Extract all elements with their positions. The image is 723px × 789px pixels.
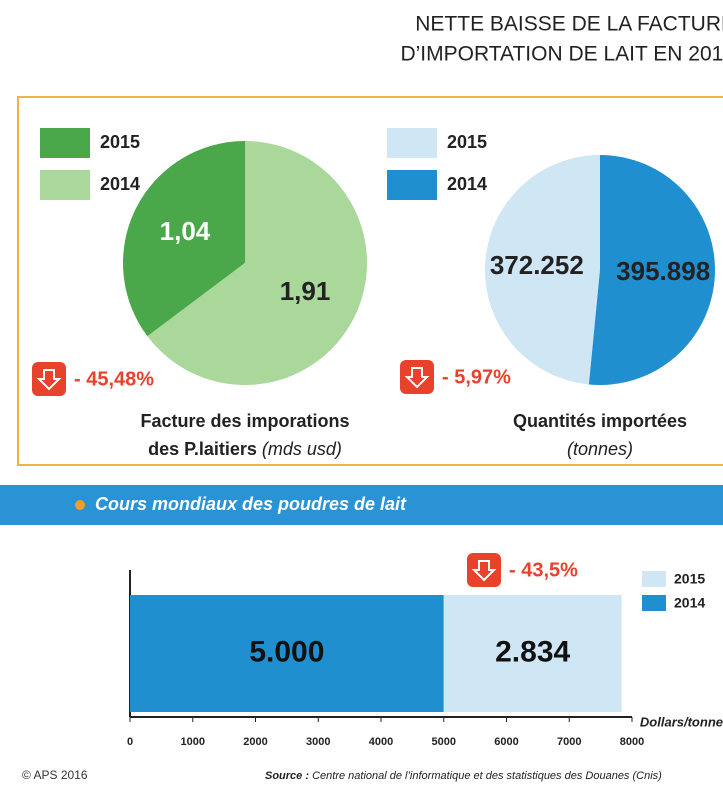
source-text: Centre national de l’informatique et des… xyxy=(312,770,662,782)
down-arrow xyxy=(471,560,497,582)
legend-label: 2014 xyxy=(447,174,487,194)
legend-label: 2014 xyxy=(674,595,705,611)
change-text: - 5,97% xyxy=(442,366,511,388)
title-line: NETTE BAISSE DE LA FACTURE xyxy=(415,13,723,36)
legend-label: 2015 xyxy=(447,132,487,152)
legend-swatch xyxy=(40,170,90,200)
source-label: Source : xyxy=(265,770,309,782)
x-tick-label: 0 xyxy=(127,736,133,748)
x-tick-label: 1000 xyxy=(181,736,205,748)
x-tick-label: 7000 xyxy=(557,736,581,748)
x-tick-label: 2000 xyxy=(243,736,267,748)
pie-slice xyxy=(588,154,716,385)
banner-title: Cours mondiaux des poudres de lait xyxy=(95,494,407,514)
bar-segment xyxy=(443,595,622,712)
unit: (tonnes) xyxy=(567,439,633,459)
legend-swatch xyxy=(387,128,437,158)
x-tick-label: 6000 xyxy=(494,736,518,748)
legend-swatch xyxy=(642,595,666,611)
chart-title-line: Quantités importées xyxy=(513,411,687,431)
value-label: 2.834 xyxy=(495,635,570,668)
legend-swatch xyxy=(40,128,90,158)
x-tick-label: 8000 xyxy=(620,736,644,748)
change-badge xyxy=(400,360,434,394)
chart-title-line: Facture des imporations xyxy=(140,411,349,431)
unit: (mds usd) xyxy=(262,439,342,459)
banner xyxy=(0,485,723,525)
change-badge xyxy=(32,362,66,396)
value-label: 1,91 xyxy=(280,276,331,306)
chart-title: des P.laitiers (mds usd) xyxy=(148,439,342,459)
x-axis-label: Dollars/tonne xyxy=(640,714,723,729)
frame xyxy=(17,96,723,466)
x-tick-label: 3000 xyxy=(306,736,330,748)
legend-swatch xyxy=(642,571,666,587)
down-arrow xyxy=(404,367,430,389)
value-label: 395.898 xyxy=(616,256,710,286)
bullet xyxy=(75,500,85,510)
legend-label: 2014 xyxy=(100,174,140,194)
legend-swatch xyxy=(387,170,437,200)
legend-label: 2015 xyxy=(100,132,140,152)
value-label: 1,04 xyxy=(160,216,211,246)
chart-title-line: des P.laitiers xyxy=(148,439,257,459)
down-arrow xyxy=(36,369,62,391)
value-label: 372.252 xyxy=(490,250,584,280)
pie-slice xyxy=(485,155,600,385)
pie-slice xyxy=(122,141,245,337)
chart-title: Facture des imporations xyxy=(140,411,349,431)
title-line: D’IMPORTATION DE LAIT EN 2015 xyxy=(400,43,723,66)
source: Source : Centre national de l’informatiq… xyxy=(265,770,662,782)
bar-segment xyxy=(130,595,444,712)
x-tick-label: 5000 xyxy=(432,736,456,748)
copyright: © APS 2016 xyxy=(22,768,88,782)
x-tick-label: 4000 xyxy=(369,736,393,748)
pie-slice xyxy=(147,141,367,386)
change-badge xyxy=(467,553,501,587)
chart-title: Quantités importées xyxy=(513,411,687,431)
value-label: 5.000 xyxy=(249,635,324,668)
change-text: - 45,48% xyxy=(74,368,154,390)
change-text: - 43,5% xyxy=(509,559,578,581)
legend-label: 2015 xyxy=(674,571,705,587)
